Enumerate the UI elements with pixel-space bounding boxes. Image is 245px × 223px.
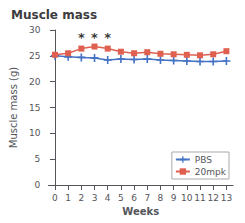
svg-text:Muscle mass: Muscle mass [11,8,97,22]
svg-text:PBS: PBS [195,155,212,165]
svg-text:11: 11 [194,193,205,203]
svg-text:30: 30 [29,25,41,35]
svg-text:20: 20 [29,77,41,87]
svg-text:Weeks: Weeks [122,206,159,217]
svg-text:5: 5 [118,193,124,203]
svg-text:6: 6 [131,193,137,203]
svg-text:3: 3 [92,193,98,203]
svg-text:15: 15 [29,103,40,113]
svg-text:2: 2 [78,193,84,203]
svg-text:25: 25 [29,51,40,61]
svg-text:*: * [104,30,111,45]
svg-text:1: 1 [65,193,71,203]
svg-text:12: 12 [207,193,218,203]
svg-text:10: 10 [29,128,41,138]
svg-text:13: 13 [221,193,232,203]
svg-text:10: 10 [181,193,193,203]
svg-text:0: 0 [35,180,41,190]
svg-text:Muscle mass (g): Muscle mass (g) [8,67,19,149]
svg-text:0: 0 [52,193,58,203]
svg-text:9: 9 [171,193,177,203]
svg-text:*: * [91,30,98,45]
svg-text:*: * [78,30,85,45]
svg-text:8: 8 [158,193,164,203]
svg-text:4: 4 [105,193,111,203]
svg-text:5: 5 [35,154,41,164]
svg-text:20mpk: 20mpk [195,167,227,177]
svg-text:7: 7 [144,193,150,203]
